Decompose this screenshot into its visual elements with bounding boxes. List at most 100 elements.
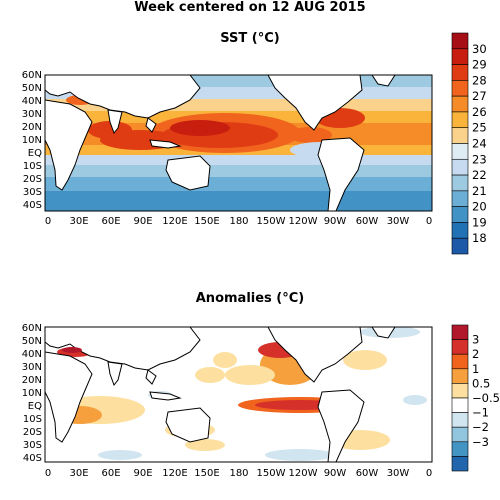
colorbar-label: 1	[472, 362, 479, 376]
colorbar-swatch	[451, 237, 469, 255]
lat-label: 30S	[23, 187, 42, 198]
colorbar-label: −1	[472, 406, 489, 420]
colorbar-label: 22	[472, 168, 487, 182]
lat-label: 50N	[22, 83, 42, 94]
sst-panel: 60N 50N 40N 30N 20N 10N EQ 10S 20S 30S 4…	[22, 32, 487, 255]
sst-panel-title: SST (°C)	[220, 31, 280, 46]
lon-label: 60E	[101, 216, 120, 227]
colorbar-swatch	[451, 206, 469, 223]
lon-label: 30E	[69, 216, 88, 227]
colorbar-swatch	[451, 95, 469, 113]
colorbar-label: −0.5	[472, 391, 500, 405]
lon-label: 60E	[101, 468, 120, 479]
colorbar-label: −2	[472, 420, 489, 434]
lat-label: EQ	[28, 401, 42, 412]
lon-label: 150E	[194, 216, 219, 227]
lat-label: 60N	[22, 323, 42, 334]
colorbar-swatch	[451, 143, 469, 160]
lon-label: 0	[45, 468, 51, 479]
anomalies-panel: 60N 50N 40N 30N 20N 10N EQ 10S 20S 30S 4…	[22, 323, 500, 479]
colorbar-swatch	[451, 456, 469, 472]
colorbar-swatch	[451, 158, 469, 176]
colorbar-swatch	[451, 48, 469, 65]
colorbar-label: 27	[472, 89, 487, 103]
lat-label: 30N	[22, 109, 42, 120]
anomalies-latitude-labels: 60N 50N 40N 30N 20N 10N EQ 10S 20S 30S 4…	[22, 323, 42, 464]
colorbar-swatch	[451, 426, 469, 443]
lon-label: 150W	[257, 468, 286, 479]
anomalies-panel-title: Anomalies (°C)	[195, 291, 305, 306]
lat-label: 10N	[22, 135, 42, 146]
lon-label: 150W	[257, 216, 286, 227]
sst-latitude-labels: 60N 50N 40N 30N 20N 10N EQ 10S 20S 30S 4…	[22, 70, 42, 211]
colorbar-label: 3	[472, 333, 479, 347]
colorbar-swatch	[451, 368, 469, 384]
sst-longitude-labels: 0 30E 60E 90E 120E 150E 180 150W 120W 90…	[45, 216, 432, 227]
lon-label: 120E	[162, 468, 187, 479]
colorbar-swatch	[451, 222, 469, 239]
colorbar-label: 2	[472, 347, 479, 361]
colorbar-label: 0.5	[472, 376, 490, 390]
lon-label: 180	[229, 216, 248, 227]
lon-label: 0	[426, 216, 432, 227]
colorbar-swatch	[451, 80, 469, 97]
anomalies-longitude-labels: 0 30E 60E 90E 120E 150E 180 150W 120W 90…	[45, 468, 432, 479]
colorbar-swatch	[451, 383, 469, 399]
sst-map	[45, 75, 432, 211]
lon-label: 30E	[69, 468, 88, 479]
colorbar-swatch	[451, 111, 469, 129]
lon-label: 90W	[324, 468, 347, 479]
anomalies-map	[45, 327, 432, 462]
colorbar-swatch	[451, 32, 469, 50]
colorbar-swatch	[451, 441, 469, 457]
lon-label: 90E	[133, 468, 152, 479]
lon-label: 150E	[194, 468, 219, 479]
lon-label: 60W	[356, 216, 379, 227]
lat-label: 20S	[23, 427, 42, 438]
colorbar-swatch	[451, 412, 469, 428]
lon-label: 30W	[387, 216, 410, 227]
colorbar-label: 20	[472, 200, 487, 214]
lat-label: 10N	[22, 388, 42, 399]
colorbar-label: 23	[472, 152, 487, 166]
colorbar-swatch	[451, 324, 469, 340]
lon-label: 0	[426, 468, 432, 479]
lat-label: 50N	[22, 336, 42, 347]
lat-label: 10S	[23, 161, 42, 172]
colorbar-swatch	[451, 127, 469, 144]
colorbar-swatch	[451, 64, 469, 81]
lat-label: EQ	[28, 148, 42, 159]
colorbar-swatch	[451, 190, 469, 207]
lat-label: 60N	[22, 70, 42, 81]
lat-label: 40S	[23, 453, 42, 464]
colorbar-label: 25	[472, 121, 487, 135]
lat-label: 40N	[22, 349, 42, 360]
lon-label: 120E	[162, 216, 187, 227]
colorbar-swatch	[451, 397, 469, 413]
colorbar-label: 29	[472, 58, 487, 72]
colorbar-label: 26	[472, 105, 487, 119]
lat-label: 20N	[22, 375, 42, 386]
lat-label: 40S	[23, 200, 42, 211]
lat-label: 20S	[23, 174, 42, 185]
colorbar-label: 28	[472, 73, 487, 87]
colorbar-swatch	[451, 174, 469, 192]
lon-label: 120W	[289, 216, 318, 227]
lon-label: 60W	[356, 468, 379, 479]
lon-label: 180	[229, 468, 248, 479]
lat-label: 30S	[23, 440, 42, 451]
colorbar-label: 24	[472, 137, 487, 151]
lon-label: 90W	[324, 216, 347, 227]
colorbar-label: 30	[472, 42, 487, 56]
lat-label: 40N	[22, 96, 42, 107]
lat-label: 20N	[22, 122, 42, 133]
colorbar-swatch	[451, 339, 469, 355]
lon-label: 90E	[133, 216, 152, 227]
colorbar-label: −3	[472, 435, 489, 449]
lon-label: 0	[45, 216, 51, 227]
lat-label: 10S	[23, 414, 42, 425]
colorbar-label: 18	[472, 231, 487, 245]
figure-title: Week centered on 12 AUG 2015	[134, 0, 366, 15]
